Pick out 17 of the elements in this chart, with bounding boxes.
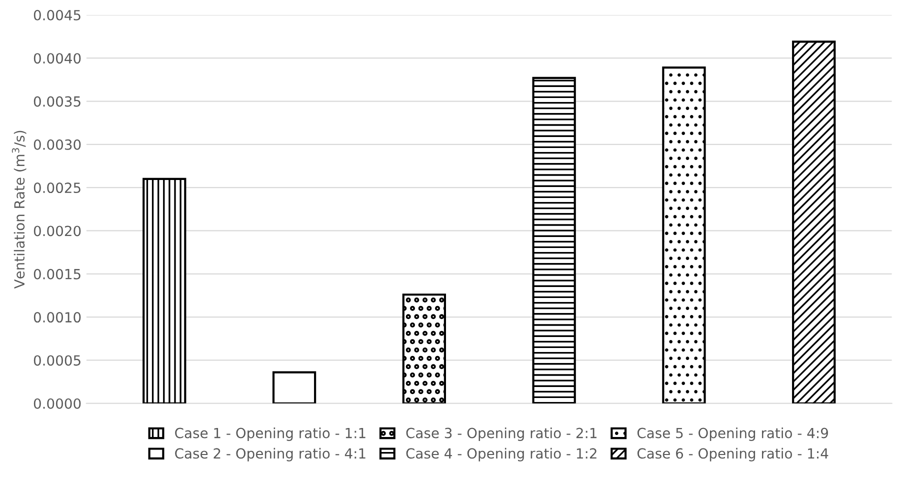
y-tick-label: 0.0010 <box>34 312 81 323</box>
y-tick-label: 0.0025 <box>34 182 80 194</box>
y-tick-label: 0.0040 <box>34 53 81 64</box>
y-tick-label: 0.0015 <box>34 268 80 280</box>
y-tick-label: 0.0005 <box>34 355 80 366</box>
y-tick-label: 0.0030 <box>34 139 81 150</box>
y-tick-label: 0.0020 <box>34 226 81 236</box>
y-tick-label: 0.0000 <box>34 398 81 409</box>
legend-label: Case 6 - Opening ratio - 1:4 <box>637 448 828 462</box>
y-axis-title: Ventilation Rate (m$^{3}$/s) <box>12 130 26 289</box>
y-tick-label: 0.0035 <box>34 96 80 107</box>
legend-label: Case 1 - Opening ratio - 1:1 <box>175 428 366 441</box>
legend-label: Case 3 - Opening ratio - 2:1 <box>406 428 596 441</box>
legend-label: Case 2 - Opening ratio - 4:1 <box>175 448 366 462</box>
legend-label: Case 5 - Opening ratio - 4:9 <box>637 428 828 441</box>
y-tick-label: 0.0045 <box>34 10 80 20</box>
legend-label: Case 4 - Opening ratio - 1:2 <box>406 448 596 462</box>
